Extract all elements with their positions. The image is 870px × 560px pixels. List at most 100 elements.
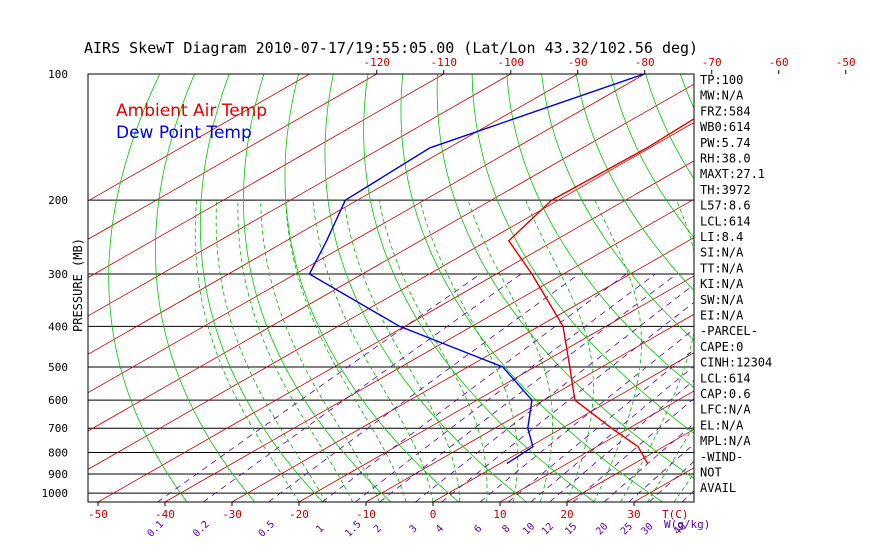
pressure-tick-label: 700 xyxy=(48,422,68,435)
dew-point-temp-line xyxy=(308,74,645,465)
moist-adiabat-16 xyxy=(467,200,553,502)
bottom-temp-tick-label: 0 xyxy=(430,508,437,521)
bottom-temp-tick-label: -20 xyxy=(289,508,309,521)
moist-adiabat--12 xyxy=(237,200,353,502)
y-axis-label: PRESSURE (MB) xyxy=(71,238,85,332)
mixing-ratio-line-10 xyxy=(530,365,694,502)
stat-item: FRZ:584 xyxy=(700,104,751,118)
bottom-temp-tick-label: -50 xyxy=(88,508,108,521)
isotherm--80 xyxy=(88,74,645,394)
isotherm--60 xyxy=(88,122,694,470)
moist-adiabat--20 xyxy=(194,200,300,502)
dry-adiabat--10 xyxy=(242,74,391,502)
mixing-ratio-tick-label: 20 xyxy=(594,521,610,537)
pressure-tick-label: 900 xyxy=(48,468,68,481)
mixing-ratio-tick-label: 3 xyxy=(408,523,420,535)
dry-adiabat-40 xyxy=(436,74,694,479)
legend-ambient-air-temp: Ambient Air Temp xyxy=(116,101,267,121)
moist-adiabat-12 xyxy=(419,200,518,502)
stat-item: EI:N/A xyxy=(700,309,744,323)
stat-item: LFC:N/A xyxy=(700,403,751,417)
stat-item: AVAIL xyxy=(700,481,736,495)
isotherm-20 xyxy=(566,428,694,502)
dry-adiabat-130 xyxy=(750,74,870,502)
mixing-ratio-axis: 0.1 0.2 0.5 1 1.5 2 3 4 6 8 10 12 15 20 25 30 40W(g/kg) xyxy=(145,518,710,540)
moist-adiabat-8 xyxy=(378,200,488,502)
bottom-temp-tick-label: 20 xyxy=(560,508,573,521)
stat-item: MW:N/A xyxy=(700,89,744,103)
isotherm--30 xyxy=(231,237,694,502)
bottom-temp-axis: -50 -40 -30 -20 -10 0 10 20 30 T(C) xyxy=(88,502,689,521)
mixing-ratio-line-3 xyxy=(415,284,694,502)
isotherm--100 xyxy=(88,74,511,317)
moist-adiabat-24 xyxy=(593,200,642,502)
pressure-tick-label: 1000 xyxy=(42,487,69,500)
pressure-tick-label: 300 xyxy=(48,268,68,281)
stat-item: CINH:12304 xyxy=(700,356,772,370)
stat-item: RH:38.0 xyxy=(700,152,751,166)
mixing-ratio-tick-label: 4 xyxy=(434,523,446,535)
bottom-temp-tick-label: -30 xyxy=(222,508,242,521)
grid-layer xyxy=(88,74,870,502)
mixing-ratio-tick-label: 0.2 xyxy=(191,519,212,540)
bottom-temp-tick-label: 30 xyxy=(627,508,640,521)
mixing-ratio-tick-label: 6 xyxy=(472,523,484,535)
stat-item: -PARCEL- xyxy=(700,324,758,338)
stat-item: PW:5.74 xyxy=(700,136,751,150)
moist-adiabat-4 xyxy=(343,200,461,502)
mixing-ratio-tick-label: 2 xyxy=(372,523,384,535)
isotherm--110 xyxy=(88,74,444,279)
moist-adiabat--16 xyxy=(215,200,327,502)
top-temp-tick-label: -110 xyxy=(430,56,457,69)
stat-item: LCL:614 xyxy=(700,214,751,228)
top-temp-tick-label: -70 xyxy=(702,56,722,69)
pressure-axis: 100 200 300 400 500 600 700 800 900 1000 xyxy=(42,68,69,500)
mixing-ratio-line-30 xyxy=(648,460,694,502)
legend: Ambient Air Temp Dew Point Temp xyxy=(116,101,267,143)
pressure-tick-label: 200 xyxy=(48,194,68,207)
mixing-ratio-tick-label: 15 xyxy=(563,521,579,537)
stat-item: CAPE:0 xyxy=(700,340,743,354)
pressure-tick-label: 600 xyxy=(48,394,68,407)
mixing-ratio-line-12 xyxy=(549,379,694,502)
dry-adiabat-150 xyxy=(819,74,870,502)
mixing-ratio-line-0.1 xyxy=(157,273,481,502)
dry-adiabat-30 xyxy=(400,74,663,502)
mixing-ratio-line-4 xyxy=(441,301,694,502)
pressure-tick-label: 800 xyxy=(48,447,68,460)
isotherm--20 xyxy=(298,275,694,502)
isotherm-30 xyxy=(633,467,694,502)
mixing-ratio-unit-label: W(g/kg) xyxy=(664,518,710,531)
mixing-ratio-tick-label: 1 xyxy=(314,523,326,535)
temp-unit-label: T(C) xyxy=(662,508,689,521)
moist-adiabat-28 xyxy=(620,200,694,502)
dry-adiabat-0 xyxy=(284,74,459,502)
top-temp-tick-label: -60 xyxy=(769,56,789,69)
mixing-ratio-tick-label: 0.1 xyxy=(145,519,166,540)
moist-adiabat-0 xyxy=(312,200,434,502)
moist-adiabat-36 xyxy=(673,472,694,502)
mixing-ratio-line-1 xyxy=(321,273,627,502)
top-temp-tick-label: -90 xyxy=(568,56,588,69)
dry-adiabat-20 xyxy=(363,74,595,502)
bottom-temp-tick-label: -10 xyxy=(356,508,376,521)
bottom-temp-tick-label: -40 xyxy=(155,508,175,521)
stat-item: TT:N/A xyxy=(700,261,744,275)
mixing-ratio-line-0.2 xyxy=(202,273,522,502)
stat-item: SI:N/A xyxy=(700,246,744,260)
isotherm-0 xyxy=(432,352,694,502)
top-temp-axis: -120-110-100-90-80-70-60-50-40 xyxy=(363,56,856,74)
isotherm--40 xyxy=(164,198,694,502)
isotherm--70 xyxy=(88,83,694,432)
plot-frame xyxy=(87,73,695,503)
dry-adiabat--20 xyxy=(199,74,324,502)
moist-adiabat-32 xyxy=(647,424,694,502)
mixing-ratio-line-8 xyxy=(508,349,694,502)
mixing-ratio-line-6 xyxy=(479,328,694,502)
dry-adiabat-160 xyxy=(854,74,870,502)
top-temp-tick-label: -80 xyxy=(635,56,655,69)
stat-item: LI:8.4 xyxy=(700,230,743,244)
moist-adiabat--4 xyxy=(285,200,407,502)
stat-item: LCL:614 xyxy=(700,371,751,385)
